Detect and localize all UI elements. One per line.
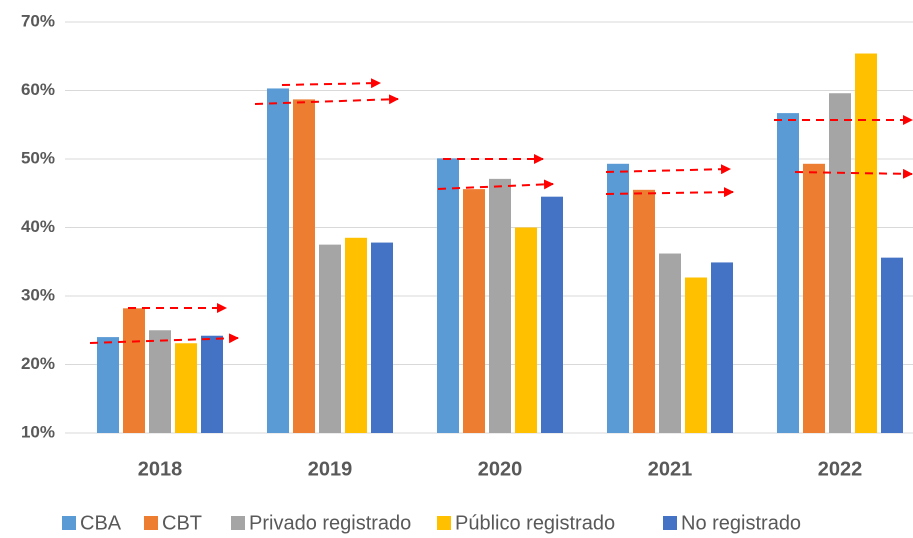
bar [489, 178, 511, 433]
y-tick-label: 60% [21, 80, 55, 99]
y-tick-label: 50% [21, 148, 55, 167]
x-tick-label: 2020 [478, 458, 523, 480]
legend-item: CBT [144, 512, 202, 534]
plot: 10% 20% 30% 40% 50% 60% 70% 2018 2019 2020 2021 202… [21, 11, 913, 480]
bar [829, 93, 851, 434]
bar [293, 99, 315, 433]
bar [777, 113, 799, 433]
y-tick-label: 10% [21, 422, 55, 441]
arrow [794, 168, 913, 179]
bar [123, 308, 145, 433]
legend-item: CBA [62, 512, 122, 534]
bar [437, 158, 459, 433]
y-tick-label: 20% [21, 354, 55, 373]
x-tick-label: 2022 [818, 458, 863, 480]
bar [541, 196, 563, 433]
legend-swatch [663, 516, 677, 530]
annotation-arrows [89, 78, 913, 344]
bar [345, 237, 367, 433]
bar [633, 189, 655, 433]
legend-label: No registrado [681, 512, 801, 534]
x-tick-label: 2018 [138, 458, 183, 480]
y-tick-label: 70% [21, 11, 55, 30]
legend-item: Privado registrado [231, 512, 411, 534]
bar [319, 244, 341, 433]
bar [881, 257, 903, 433]
bar [463, 189, 485, 433]
bar [685, 277, 707, 433]
bar [267, 88, 289, 433]
x-tick-label: 2021 [648, 458, 693, 480]
arrow [605, 187, 734, 198]
legend-swatch [62, 516, 76, 530]
bar [175, 343, 197, 433]
y-tick-label: 30% [21, 285, 55, 304]
bar [803, 163, 825, 434]
legend-label: Público registrado [455, 512, 615, 534]
bar [659, 253, 681, 433]
bar [149, 330, 171, 433]
bar [371, 242, 393, 433]
legend-item: Público registrado [437, 512, 615, 534]
x-tick-label: 2019 [308, 458, 353, 480]
arrow [281, 78, 381, 89]
bar [201, 335, 223, 433]
arrow [437, 179, 554, 190]
legend-swatch [437, 516, 451, 530]
bar [515, 227, 537, 433]
legend-swatch [231, 516, 245, 530]
legend-label: CBT [162, 512, 202, 534]
legend-item: No registrado [663, 512, 801, 534]
bar [607, 163, 629, 434]
legend-label: Privado registrado [249, 512, 411, 534]
legend-label: CBA [80, 512, 122, 534]
bar [855, 53, 877, 433]
legend-swatch [144, 516, 158, 530]
bar [711, 262, 733, 433]
arrow [254, 94, 399, 105]
arrow [89, 333, 239, 344]
y-tick-label: 40% [21, 217, 55, 236]
bar [97, 337, 119, 433]
arrow [605, 164, 731, 175]
